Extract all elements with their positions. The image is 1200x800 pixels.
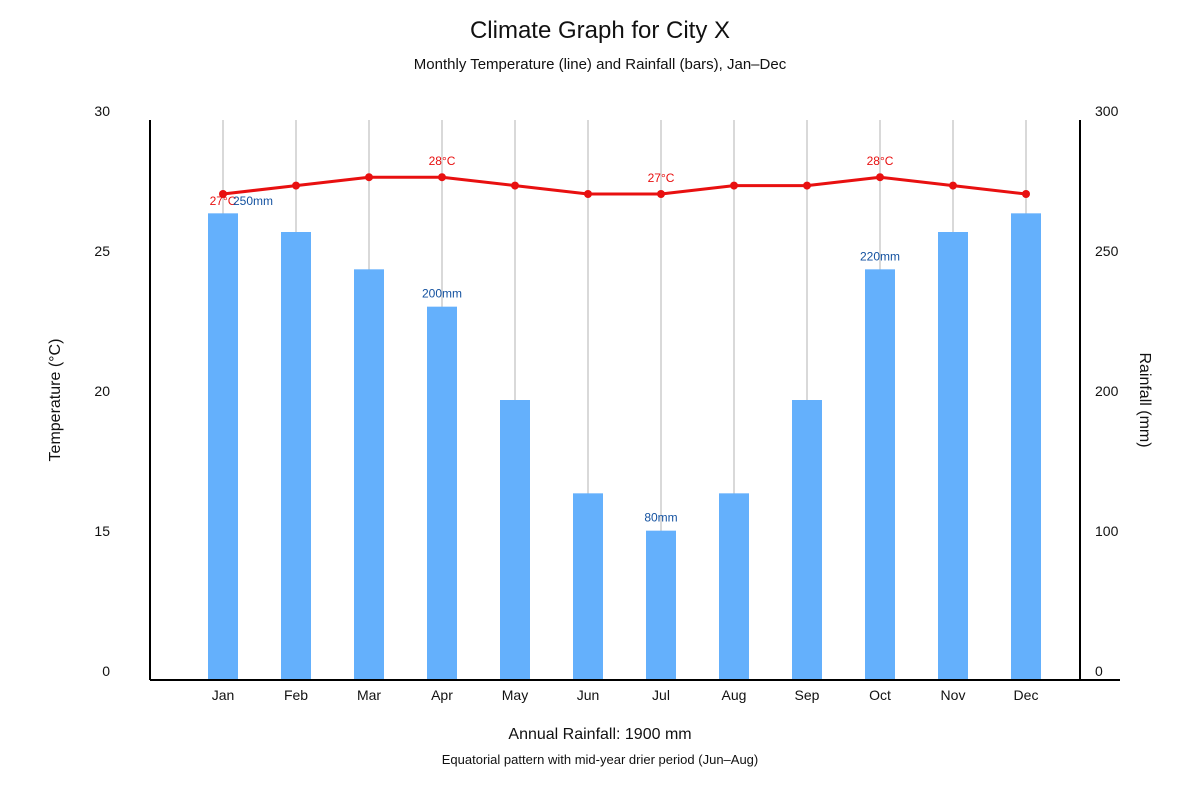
right-tick-label-200: 200 bbox=[1095, 383, 1119, 399]
temperature-point-jan bbox=[219, 190, 227, 198]
right-tick-label-250: 250 bbox=[1095, 243, 1119, 259]
rainfall-bar-jul bbox=[646, 530, 676, 680]
right-axis-title: Rainfall (mm) bbox=[1136, 352, 1153, 447]
temperature-label-jul: 27°C bbox=[648, 171, 675, 185]
data-labels: 27°C 28°C 27°C 28°C 250mm 200mm 80mm 220mm bbox=[210, 154, 900, 524]
temperature-label-oct: 28°C bbox=[867, 154, 894, 168]
rainfall-bar-feb bbox=[281, 232, 311, 680]
annual-rainfall-text: Annual Rainfall: 1900 mm bbox=[508, 726, 692, 743]
left-tick-label-25: 25 bbox=[94, 243, 110, 259]
rainfall-bars bbox=[208, 213, 1041, 681]
left-tick-label-15: 15 bbox=[94, 523, 110, 539]
rainfall-bar-sep bbox=[792, 400, 822, 680]
temperature-point-nov bbox=[949, 181, 957, 190]
left-tick-label-30: 30 bbox=[94, 103, 110, 119]
temperature-label-jan: 27°C bbox=[210, 194, 237, 208]
right-tick-label-300: 300 bbox=[1095, 103, 1119, 119]
temperature-line bbox=[222, 175, 1027, 196]
pattern-note: Equatorial pattern with mid-year drier p… bbox=[441, 752, 759, 767]
chart-title: Climate Graph for City X bbox=[469, 17, 731, 44]
left-tick-label-0: 0 bbox=[102, 663, 110, 679]
right-tick-label-100: 100 bbox=[1095, 523, 1119, 539]
temperature-point-oct bbox=[876, 173, 884, 182]
rainfall-bar-jan bbox=[208, 213, 238, 681]
temperature-point-sep bbox=[803, 181, 811, 190]
rainfall-bar-may bbox=[500, 400, 530, 680]
x-tick-label-jan: Jan bbox=[212, 687, 235, 703]
temperature-point-mar bbox=[365, 173, 373, 182]
temperature-point-may bbox=[511, 181, 519, 190]
rainfall-bar-aug bbox=[719, 493, 749, 680]
x-tick-label-mar: Mar bbox=[357, 687, 381, 703]
x-tick-label-nov: Nov bbox=[941, 687, 966, 703]
right-tick-label-0: 0 bbox=[1095, 663, 1103, 679]
temperature-label-apr: 28°C bbox=[429, 154, 456, 168]
x-tick-label-apr: Apr bbox=[431, 687, 453, 703]
rainfall-label-jan: 250mm bbox=[233, 194, 273, 208]
temperature-point-aug bbox=[730, 181, 738, 190]
temperature-point-jun bbox=[584, 190, 592, 198]
rainfall-label-oct: 220mm bbox=[860, 249, 900, 263]
x-tick-label-dec: Dec bbox=[1014, 687, 1039, 703]
temperature-point-apr bbox=[438, 173, 446, 182]
x-tick-label-sep: Sep bbox=[795, 687, 820, 703]
rainfall-bar-apr bbox=[427, 306, 457, 680]
axes: 30 25 20 15 0 300 250 200 100 0 Jan Feb Mar Apr May Jun… bbox=[47, 103, 1153, 703]
rainfall-label-apr: 200mm bbox=[422, 287, 462, 301]
temperature-point-jul bbox=[657, 190, 665, 198]
rainfall-bar-mar bbox=[354, 269, 384, 680]
temperature-point-dec bbox=[1022, 190, 1030, 198]
temperature-line-layer bbox=[219, 173, 1030, 198]
grid-layer bbox=[222, 120, 1027, 680]
x-tick-label-aug: Aug bbox=[722, 687, 747, 703]
rainfall-label-jul: 80mm bbox=[644, 511, 677, 525]
x-tick-label-may: May bbox=[502, 687, 528, 703]
x-tick-label-jun: Jun bbox=[577, 687, 600, 703]
rainfall-bar-jun bbox=[573, 493, 603, 680]
rainfall-bar-nov bbox=[938, 232, 968, 680]
x-tick-label-oct: Oct bbox=[869, 687, 891, 703]
x-tick-label-feb: Feb bbox=[284, 687, 308, 703]
rainfall-bar-dec bbox=[1011, 213, 1041, 681]
temperature-point-feb bbox=[292, 181, 300, 190]
rainfall-bar-oct bbox=[865, 269, 895, 680]
chart-subtitle: Monthly Temperature (line) and Rainfall … bbox=[413, 56, 787, 73]
x-tick-label-jul: Jul bbox=[652, 687, 670, 703]
left-axis-title: Temperature (°C) bbox=[47, 339, 64, 462]
left-tick-label-20: 20 bbox=[94, 383, 110, 399]
